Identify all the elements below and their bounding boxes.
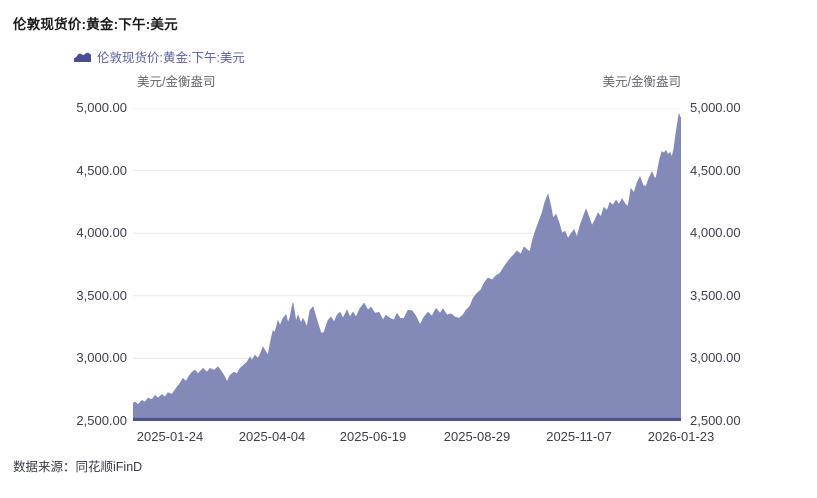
y-axis-label-left: 5,000.00: [76, 100, 127, 115]
area-series-icon: [74, 52, 91, 62]
y-axis-unit-left: 美元/金衡盎司: [137, 75, 216, 89]
y-axis-label-left: 2,500.00: [76, 413, 127, 428]
y-axis-label-right: 4,000.00: [690, 225, 741, 240]
y-axis-label-left: 3,000.00: [76, 350, 127, 365]
x-axis-baseline: [133, 417, 681, 421]
y-axis-label-left: 4,000.00: [76, 225, 127, 240]
y-axis-label-left: 4,500.00: [76, 163, 127, 178]
x-axis-label: 2026-01-23: [647, 429, 715, 444]
y-axis-unit-right: 美元/金衡盎司: [602, 75, 681, 89]
gold-price-area-chart: [133, 108, 681, 421]
page-title: 伦敦现货价:黄金:下午:美元: [13, 17, 178, 32]
y-axis-label-right: 3,500.00: [690, 288, 741, 303]
y-axis-label-left: 3,500.00: [76, 288, 127, 303]
plot-area: [133, 108, 681, 421]
x-axis-label: 2025-11-07: [546, 429, 612, 444]
x-axis-label: 2025-01-24: [136, 429, 204, 444]
y-axis-label-right: 4,500.00: [690, 163, 741, 178]
y-axis-label-right: 2,500.00: [690, 413, 741, 428]
x-axis-label: 2025-08-29: [443, 429, 511, 444]
legend: 伦敦现货价:黄金:下午:美元: [74, 47, 245, 66]
x-axis-label: 2025-06-19: [339, 429, 407, 444]
x-axis-label: 2025-04-04: [238, 429, 306, 444]
data-source-note: 数据来源：同花顺iFinD: [13, 460, 143, 474]
y-axis-label-right: 3,000.00: [690, 350, 741, 365]
legend-label: 伦敦现货价:黄金:下午:美元: [97, 51, 245, 65]
y-axis-label-right: 5,000.00: [690, 100, 741, 115]
price-area-series: [133, 113, 681, 421]
